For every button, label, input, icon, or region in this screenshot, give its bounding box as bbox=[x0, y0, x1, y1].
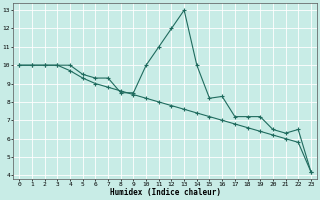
X-axis label: Humidex (Indice chaleur): Humidex (Indice chaleur) bbox=[110, 188, 220, 197]
